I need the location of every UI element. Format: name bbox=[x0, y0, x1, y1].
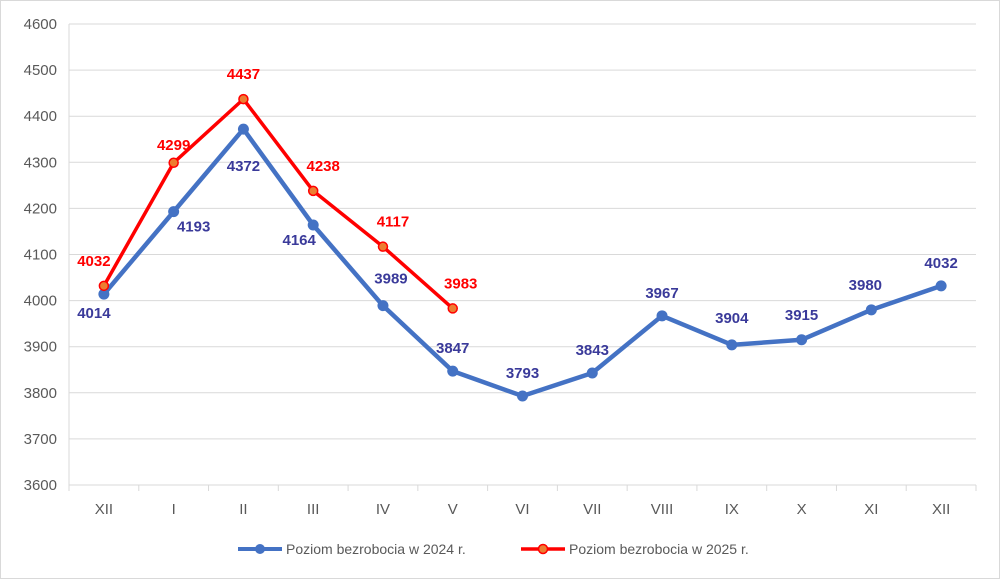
legend-label-1: Poziom bezrobocia w 2024 r. bbox=[286, 541, 466, 557]
x-tick-label: II bbox=[239, 501, 247, 518]
data-label: 4372 bbox=[227, 158, 260, 175]
data-label: 3989 bbox=[374, 271, 407, 288]
legend-marker-1 bbox=[255, 544, 265, 554]
data-point bbox=[656, 310, 668, 322]
data-label: 4193 bbox=[177, 219, 210, 236]
y-axis: 3600 3700 3800 3900 4000 4100 4200 4300 4400 4500… bbox=[24, 16, 70, 494]
y-tick-label: 3900 bbox=[24, 339, 57, 356]
y-tick-label: 4500 bbox=[24, 62, 57, 79]
data-label: 4032 bbox=[77, 253, 110, 270]
data-label: 3904 bbox=[715, 310, 749, 327]
data-label: 4014 bbox=[77, 305, 111, 322]
data-label: 3915 bbox=[785, 307, 818, 324]
data-labels: 4014 4193 4372 4164 3989 3847 3793 3843 3967 3904… bbox=[77, 66, 958, 382]
legend-marker-2 bbox=[537, 543, 549, 555]
gridlines bbox=[69, 23, 976, 486]
series-line-2 bbox=[102, 97, 455, 311]
legend-label-2: Poziom bezrobocia w 2025 r. bbox=[569, 541, 749, 557]
x-tick-label: VII bbox=[583, 501, 601, 518]
x-tick-label: V bbox=[448, 501, 458, 518]
data-label: 3793 bbox=[506, 365, 539, 382]
x-tick-label: X bbox=[797, 501, 807, 518]
series-group bbox=[98, 93, 947, 402]
data-label: 4238 bbox=[307, 158, 340, 175]
data-label: 3980 bbox=[849, 277, 882, 294]
data-point bbox=[447, 365, 459, 377]
data-label: 3967 bbox=[645, 285, 678, 302]
data-label: 4437 bbox=[227, 66, 260, 83]
y-tick-label: 4600 bbox=[24, 16, 57, 33]
data-label: 4299 bbox=[157, 137, 190, 154]
x-tick-label: XII bbox=[932, 501, 950, 518]
y-tick-label: 3700 bbox=[24, 431, 57, 448]
data-label: 3847 bbox=[436, 340, 469, 357]
data-point bbox=[517, 390, 528, 402]
x-tick-label: XI bbox=[864, 501, 878, 518]
y-tick-label: 3800 bbox=[24, 385, 57, 402]
data-point bbox=[168, 206, 180, 218]
x-tick-label: IX bbox=[725, 501, 739, 518]
data-point bbox=[98, 288, 110, 300]
data-point bbox=[307, 219, 319, 231]
data-point bbox=[307, 185, 319, 197]
data-point bbox=[237, 123, 249, 135]
x-axis: XII I II III IV V VI VII VIII IX X XI XII bbox=[68, 485, 977, 518]
data-label: 4164 bbox=[283, 232, 317, 249]
data-point bbox=[168, 157, 179, 169]
data-point bbox=[377, 300, 389, 312]
data-point bbox=[238, 93, 249, 105]
x-tick-label: VIII bbox=[651, 501, 674, 518]
y-tick-label: 4200 bbox=[24, 200, 57, 217]
legend: Poziom bezrobocia w 2024 r. Poziom bezrob… bbox=[238, 541, 749, 557]
x-tick-label: VI bbox=[515, 501, 529, 518]
x-tick-label: XII bbox=[95, 501, 113, 518]
data-label: 4117 bbox=[377, 214, 410, 231]
data-point bbox=[447, 303, 458, 314]
data-point bbox=[726, 339, 738, 351]
data-label: 4032 bbox=[924, 255, 957, 272]
data-point bbox=[98, 280, 110, 292]
y-tick-label: 4300 bbox=[24, 154, 57, 171]
x-tick-label: III bbox=[307, 501, 320, 518]
data-label: 3983 bbox=[444, 275, 477, 292]
data-point bbox=[865, 304, 877, 316]
data-point bbox=[796, 334, 808, 346]
y-tick-label: 4400 bbox=[24, 108, 57, 125]
data-point bbox=[935, 280, 947, 292]
data-label: 3843 bbox=[576, 342, 609, 359]
x-tick-label: IV bbox=[376, 501, 390, 518]
x-tick-label: I bbox=[172, 501, 176, 518]
y-tick-label: 4000 bbox=[24, 293, 57, 310]
data-point bbox=[586, 367, 598, 379]
y-tick-label: 4100 bbox=[24, 247, 57, 264]
y-tick-label: 3600 bbox=[24, 477, 57, 494]
data-point bbox=[377, 241, 389, 252]
